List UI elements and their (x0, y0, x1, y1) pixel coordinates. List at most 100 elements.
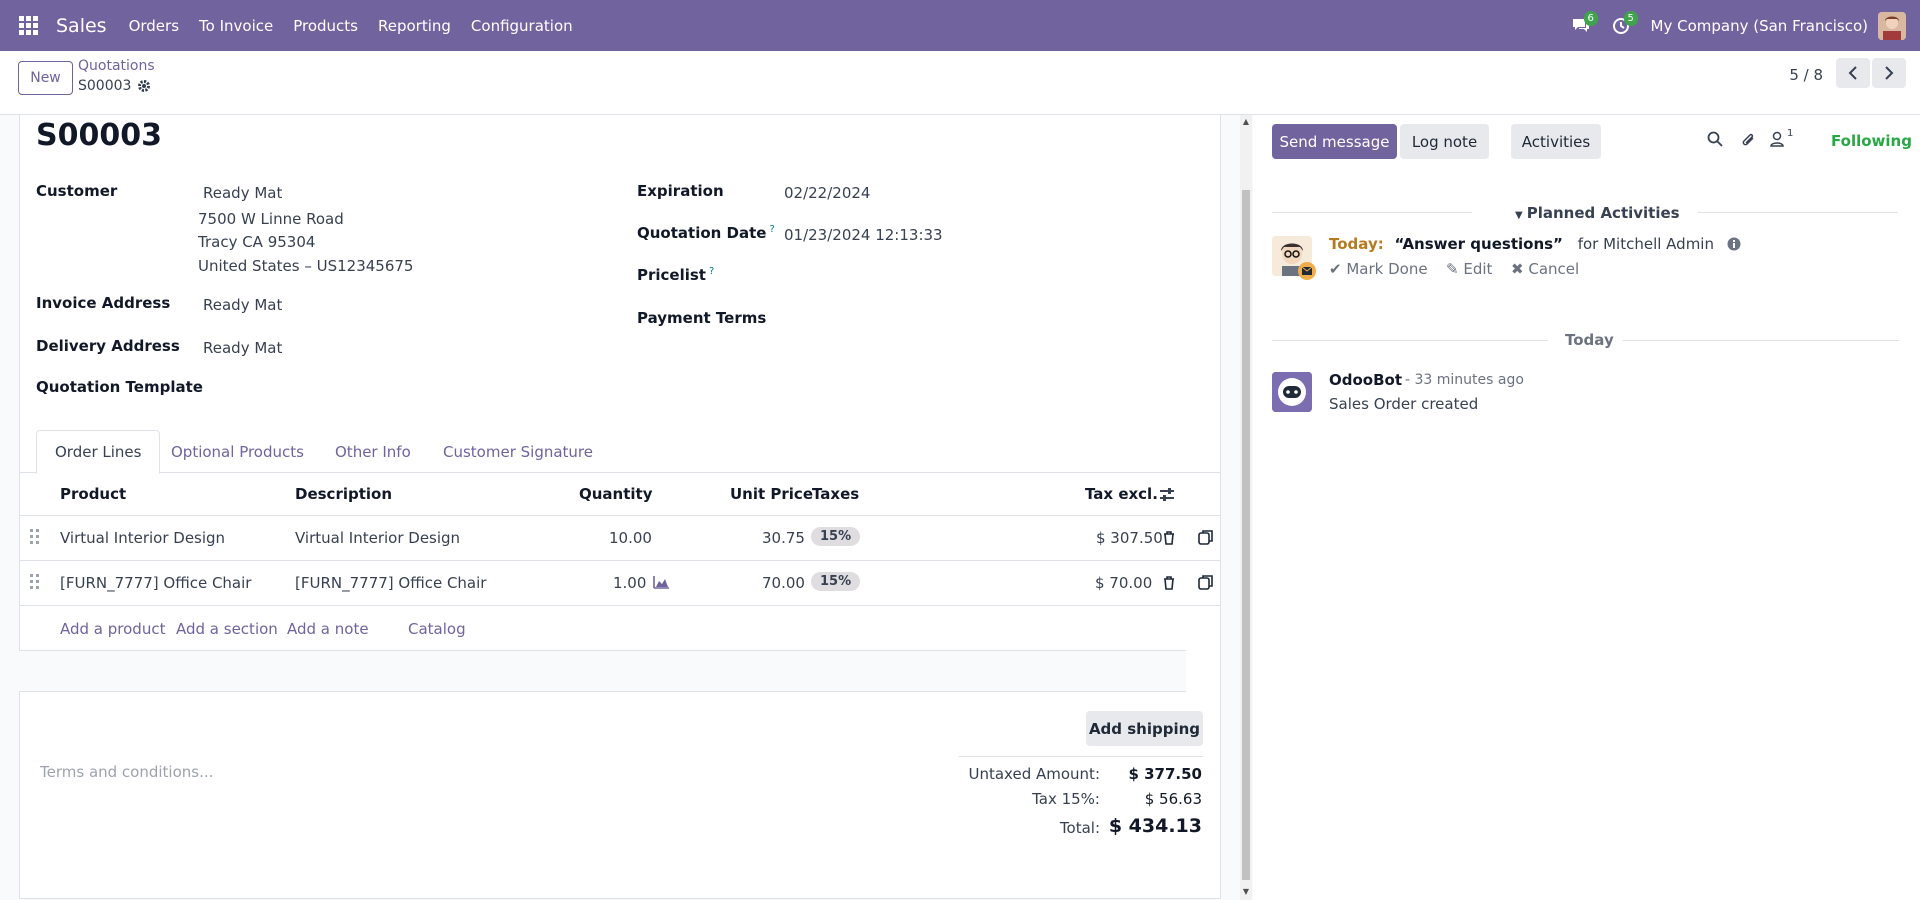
activities-badge: 5 (1623, 11, 1638, 26)
column-description[interactable]: Description (295, 485, 393, 503)
drag-handle-icon[interactable] (30, 574, 39, 589)
planned-activities-toggle[interactable]: ▼ Planned Activities (1515, 204, 1680, 222)
quotation-date-label-text: Quotation Date (637, 224, 767, 242)
activity-date: Today: (1329, 235, 1384, 253)
invoice-address-field[interactable]: Ready Mat (203, 296, 283, 314)
column-tax-excl[interactable]: Tax excl. (1085, 485, 1158, 503)
copy-icon[interactable] (1198, 574, 1214, 590)
pager-previous-button[interactable] (1836, 58, 1870, 88)
tax-badge[interactable]: 15% (811, 572, 861, 591)
column-product[interactable]: Product (60, 485, 127, 503)
follower-icon[interactable] (1770, 131, 1784, 147)
drag-handle-icon[interactable] (30, 529, 39, 544)
scroll-down-arrow[interactable]: ▼ (1242, 887, 1250, 896)
customer-field[interactable]: Ready Mat (203, 184, 283, 202)
tab-customer-signature[interactable]: Customer Signature (443, 442, 593, 461)
activity-summary: Today: “Answer questions” for Mitchell A… (1329, 235, 1741, 253)
edit-activity-button[interactable]: ✎ Edit (1446, 260, 1492, 278)
column-taxes[interactable]: Taxes (812, 485, 860, 503)
add-shipping-button[interactable]: Add shipping (1086, 711, 1203, 746)
activity-title: “Answer questions” (1394, 235, 1563, 253)
add-note-link[interactable]: Add a note (287, 620, 369, 638)
message-author[interactable]: OdooBot (1329, 371, 1403, 389)
scroll-up-arrow[interactable]: ▲ (1242, 117, 1250, 126)
trash-icon[interactable] (1163, 531, 1175, 545)
activity-menu[interactable]: 5 (1601, 0, 1641, 51)
total-label: Total: (1059, 819, 1100, 837)
divider (1272, 340, 1548, 341)
tab-optional-products[interactable]: Optional Products (171, 442, 304, 461)
expiration-field[interactable]: 02/22/2024 (784, 184, 871, 202)
messaging-menu[interactable]: 6 (1561, 0, 1601, 51)
quotation-date-field[interactable]: 01/23/2024 12:13:33 (784, 226, 943, 244)
catalog-link[interactable]: Catalog (408, 620, 466, 638)
terms-conditions-input[interactable]: Terms and conditions... (40, 763, 214, 781)
info-icon[interactable] (1727, 237, 1741, 251)
table-row[interactable]: Virtual Interior Design Virtual Interior… (19, 516, 1221, 561)
delivery-address-field[interactable]: Ready Mat (203, 339, 283, 357)
quantity-cell[interactable]: 1.00 (613, 574, 647, 592)
cancel-label: Cancel (1528, 260, 1580, 278)
log-note-button[interactable]: Log note (1400, 124, 1489, 159)
column-settings-icon[interactable] (1159, 487, 1175, 503)
subtotal-cell: $ 307.50 (1096, 529, 1163, 547)
menu-configuration[interactable]: Configuration (470, 16, 573, 35)
pencil-icon: ✎ (1446, 260, 1464, 278)
notebook-tabs: Order Lines Optional Products Other Info… (19, 430, 1221, 474)
cancel-activity-button[interactable]: ✖ Cancel (1511, 260, 1579, 278)
date-separator: Today (1565, 331, 1614, 349)
menu-reporting[interactable]: Reporting (378, 16, 451, 35)
scroll-thumb[interactable] (1242, 190, 1250, 880)
unit-price-cell[interactable]: 30.75 (762, 529, 805, 547)
gear-icon[interactable] (137, 79, 151, 93)
app-brand[interactable]: Sales (56, 14, 107, 37)
new-button[interactable]: New (18, 61, 73, 95)
odoobot-avatar[interactable] (1272, 372, 1312, 412)
form-scrollbar[interactable]: ▲ ▼ (1240, 115, 1252, 900)
breadcrumb-quotations[interactable]: Quotations (78, 58, 155, 74)
customer-label: Customer (36, 182, 118, 200)
description-cell[interactable]: Virtual Interior Design (295, 529, 461, 547)
empty-table-row (19, 651, 1186, 692)
help-icon[interactable]: ? (708, 266, 715, 277)
pager-value[interactable]: 5 / 8 (1789, 66, 1823, 84)
email-activity-icon (1298, 262, 1316, 280)
apps-menu-icon[interactable] (0, 0, 56, 51)
forecast-chart-icon[interactable] (653, 575, 669, 589)
quantity-cell[interactable]: 10.00 (609, 529, 652, 547)
product-cell[interactable]: Virtual Interior Design (60, 529, 226, 547)
mark-done-button[interactable]: ✔ Mark Done (1329, 260, 1428, 278)
company-switcher[interactable]: My Company (San Francisco) (1650, 16, 1868, 35)
activities-button[interactable]: Activities (1511, 124, 1601, 159)
edit-label: Edit (1463, 260, 1493, 278)
tab-other-info[interactable]: Other Info (335, 442, 411, 461)
pager-next-button[interactable] (1872, 58, 1906, 88)
menu-products[interactable]: Products (293, 16, 358, 35)
add-product-link[interactable]: Add a product (60, 620, 166, 638)
x-icon: ✖ (1511, 260, 1529, 278)
column-quantity[interactable]: Quantity (579, 485, 653, 503)
tax-badge[interactable]: 15% (811, 527, 861, 546)
mark-done-label: Mark Done (1346, 260, 1428, 278)
table-row[interactable]: [FURN_7777] Office Chair [FURN_7777] Off… (19, 561, 1221, 606)
trash-icon[interactable] (1163, 576, 1175, 590)
payment-terms-label: Payment Terms (637, 309, 767, 327)
column-unit-price[interactable]: Unit Price (730, 485, 813, 503)
user-avatar[interactable] (1878, 11, 1906, 40)
help-icon[interactable]: ? (769, 224, 775, 235)
copy-icon[interactable] (1198, 529, 1214, 545)
menu-to-invoice[interactable]: To Invoice (199, 16, 274, 35)
check-icon: ✔ (1329, 260, 1347, 278)
menu-orders[interactable]: Orders (128, 16, 180, 35)
following-button[interactable]: Following (1831, 132, 1912, 150)
search-icon[interactable] (1707, 131, 1723, 147)
add-section-link[interactable]: Add a section (176, 620, 278, 638)
quotation-template-label: Quotation Template (36, 378, 203, 396)
send-message-button[interactable]: Send message (1272, 124, 1397, 159)
activity-assignee: for Mitchell Admin (1577, 235, 1714, 253)
tab-order-lines[interactable]: Order Lines (36, 430, 161, 474)
paperclip-icon[interactable] (1740, 131, 1756, 147)
unit-price-cell[interactable]: 70.00 (762, 574, 805, 592)
description-cell[interactable]: [FURN_7777] Office Chair (295, 574, 487, 592)
product-cell[interactable]: [FURN_7777] Office Chair (60, 574, 252, 592)
